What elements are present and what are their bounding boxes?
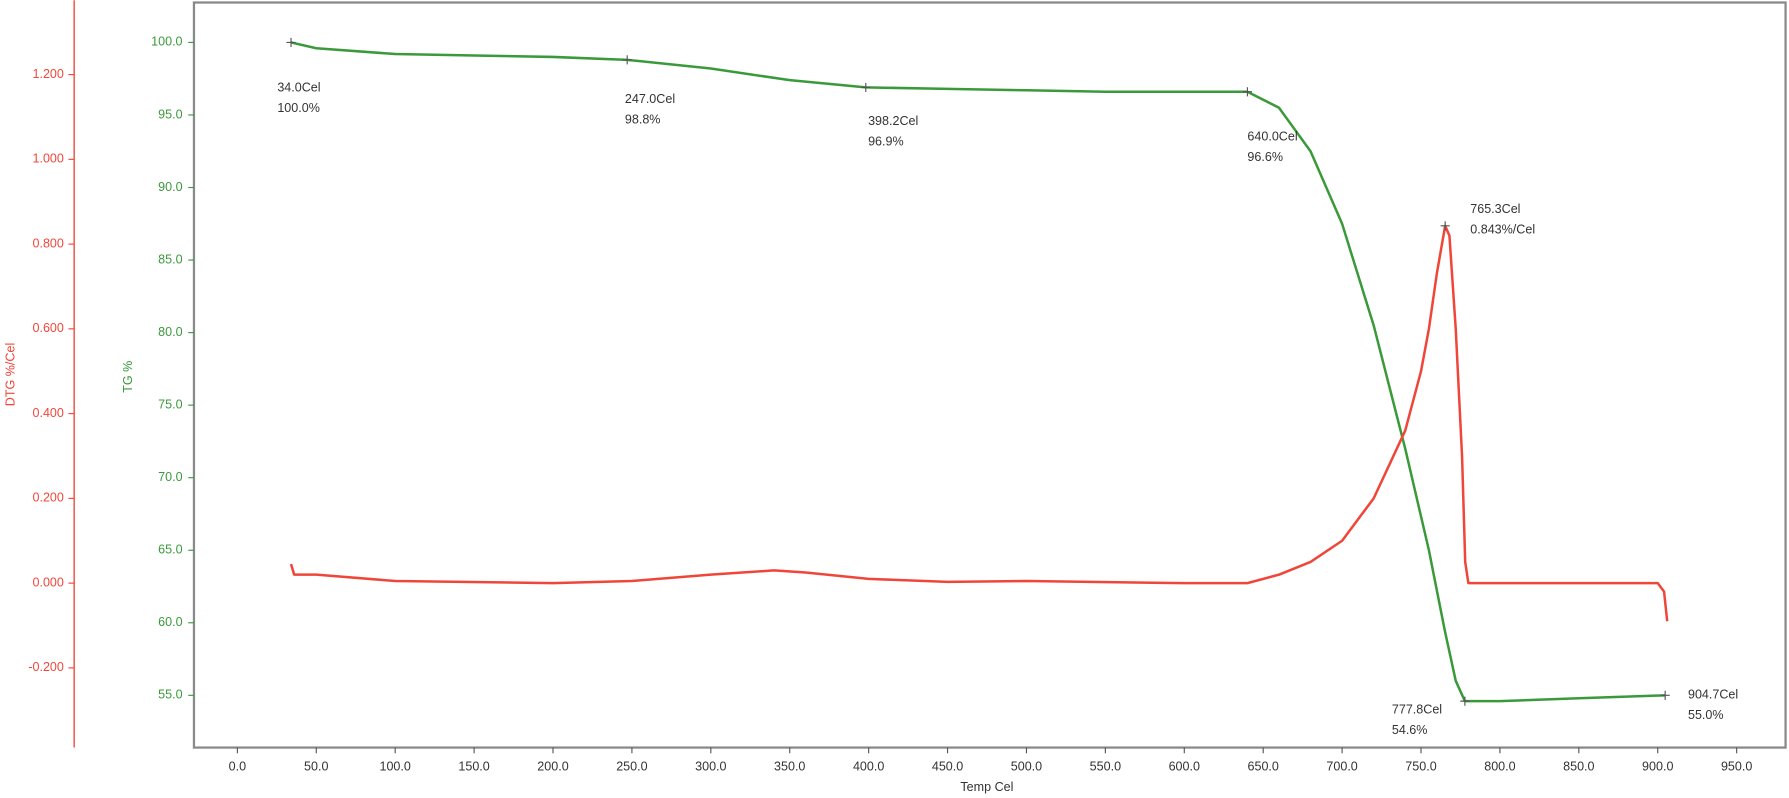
- y-tick-label: 55.0: [158, 688, 182, 702]
- y2-tick-label: 0.000: [32, 575, 63, 589]
- annotation-marker: [1660, 690, 1670, 700]
- x-tick-label: 850.0: [1563, 759, 1594, 773]
- y2-tick-label: -0.200: [28, 660, 64, 674]
- annotation-marker: [622, 55, 632, 65]
- annotation-label: 98.8%: [625, 113, 661, 127]
- y-tick-label: 90.0: [158, 180, 182, 194]
- x-tick-label: 400.0: [853, 759, 884, 773]
- x-tick-label: 200.0: [537, 759, 568, 773]
- annotation-marker: [861, 82, 871, 92]
- y2-tick-label: 0.200: [32, 491, 63, 505]
- annotation-label: 96.9%: [868, 134, 904, 148]
- x-tick-label: 50.0: [304, 759, 328, 773]
- annotation-label: 765.3Cel: [1470, 202, 1520, 216]
- x-tick-label: 650.0: [1247, 759, 1278, 773]
- annotation-marker: [1242, 87, 1252, 97]
- x-tick-label: 250.0: [616, 759, 647, 773]
- annotation-label: 55.0%: [1688, 708, 1724, 722]
- y2-tick-label: 1.000: [32, 152, 63, 166]
- annotation-marker: [286, 37, 296, 47]
- annotation-marker: [1440, 221, 1450, 231]
- x-tick-label: 750.0: [1405, 759, 1436, 773]
- y-axis-label: TG %: [121, 361, 135, 393]
- y2-tick-label: 0.600: [32, 321, 63, 335]
- y2-tick-label: 1.200: [32, 67, 63, 81]
- y-tick-label: 75.0: [158, 397, 182, 411]
- annotation-label: 247.0Cel: [625, 92, 675, 106]
- x-tick-label: 0.0: [229, 759, 246, 773]
- y-tick-label: 95.0: [158, 107, 182, 121]
- x-tick-label: 900.0: [1642, 759, 1673, 773]
- y-tick-label: 100.0: [151, 35, 182, 49]
- x-axis-label: Temp Cel: [960, 780, 1013, 794]
- x-tick-label: 350.0: [774, 759, 805, 773]
- y-tick-label: 85.0: [158, 252, 182, 266]
- x-tick-label: 300.0: [695, 759, 726, 773]
- annotation-label: 777.8Cel: [1392, 703, 1442, 717]
- annotation-label: 398.2Cel: [868, 114, 918, 128]
- x-tick-label: 600.0: [1169, 759, 1200, 773]
- annotation-label: 34.0Cel: [277, 80, 320, 94]
- y-tick-label: 80.0: [158, 325, 182, 339]
- annotation-label: 96.6%: [1247, 150, 1283, 164]
- y-tick-label: 60.0: [158, 615, 182, 629]
- annotation-marker: [1460, 696, 1470, 706]
- x-tick-label: 150.0: [458, 759, 489, 773]
- y2-tick-label: 0.400: [32, 406, 63, 420]
- x-tick-label: 100.0: [379, 759, 410, 773]
- annotation-label: 0.843%/Cel: [1470, 223, 1535, 237]
- y-tick-label: 70.0: [158, 470, 182, 484]
- y2-tick-label: 0.800: [32, 236, 63, 250]
- data-line: [290, 41, 1666, 703]
- annotation-label: 904.7Cel: [1688, 688, 1738, 702]
- plot-frame: [192, 1, 1787, 749]
- x-tick-label: 500.0: [1011, 759, 1042, 773]
- x-tick-label: 800.0: [1484, 759, 1515, 773]
- annotation-label: 54.6%: [1392, 723, 1428, 737]
- x-tick-label: 950.0: [1721, 759, 1752, 773]
- x-tick-label: 450.0: [932, 759, 963, 773]
- y-tick-label: 65.0: [158, 543, 182, 557]
- x-tick-label: 700.0: [1326, 759, 1357, 773]
- data-line: [289, 224, 1669, 622]
- x-tick-label: 550.0: [1090, 759, 1121, 773]
- y2-axis-label: DTG %/Cel: [4, 343, 18, 406]
- annotation-label: 640.0Cel: [1247, 130, 1297, 144]
- annotation-label: 100.0%: [277, 101, 320, 115]
